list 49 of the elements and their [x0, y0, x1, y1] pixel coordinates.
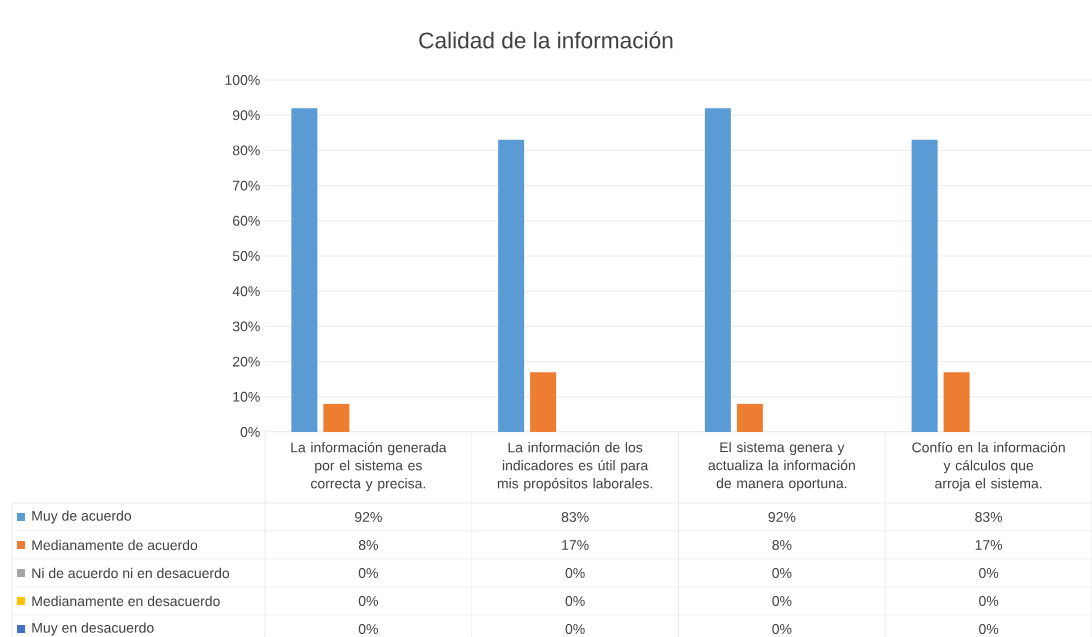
data-label: 0%	[979, 568, 999, 578]
bar	[291, 108, 318, 432]
data-label: 0%	[772, 624, 792, 634]
data-label: 0%	[979, 596, 999, 606]
data-label: 0%	[565, 624, 585, 634]
y-tick-label: 60%	[232, 215, 260, 226]
bar	[498, 139, 525, 432]
y-tick-label: 0%	[240, 427, 260, 437]
data-label: 17%	[975, 540, 1003, 550]
data-label: 0%	[772, 596, 792, 606]
data-label: 0%	[358, 596, 378, 606]
x-tick-label: El sistema genera y actualiza la información de manera oportuna.	[708, 441, 855, 492]
legend-label: Medianamente en desacuerdo	[32, 595, 220, 607]
legend-label: Medianamente de acuerdo	[32, 539, 198, 551]
bar	[530, 372, 557, 432]
legend-label: Ni de acuerdo ni en desacuerdo	[32, 567, 230, 579]
x-tick-label: Confío en la información y cálculos que arroja el sistema.	[912, 441, 1065, 492]
data-label: 0%	[358, 568, 378, 578]
legend-label: Muy de acuerdo	[32, 510, 132, 524]
x-tick-label: La información generada por el sistema es correcta y precisa.	[291, 441, 447, 492]
x-tick-label: La información de los indicadores es útil para mis propósitos laborales.	[497, 441, 653, 492]
bar	[736, 403, 763, 432]
y-tick-label: 40%	[232, 286, 260, 297]
data-label: 0%	[565, 596, 585, 606]
data-label: 0%	[979, 624, 999, 634]
bar	[943, 372, 970, 432]
y-tick-label: 100%	[225, 75, 260, 85]
y-tick-label: 30%	[232, 321, 260, 332]
data-label: 17%	[562, 540, 589, 550]
y-tick-label: 70%	[232, 180, 260, 191]
data-label: 0%	[565, 568, 585, 578]
data-label: 83%	[561, 512, 589, 522]
y-tick-label: 10%	[233, 391, 260, 402]
data-label: 8%	[358, 540, 378, 550]
data-label: 8%	[772, 540, 792, 550]
y-tick-label: 20%	[232, 356, 260, 367]
data-label: 83%	[975, 512, 1003, 522]
y-tick-label: 90%	[232, 110, 260, 121]
y-tick-label: 80%	[232, 145, 260, 156]
y-tick-label: 50%	[232, 251, 260, 261]
data-label: 92%	[768, 512, 796, 522]
bar	[323, 403, 350, 432]
bar	[704, 108, 731, 432]
data-label: 0%	[358, 624, 378, 634]
chart-title: Calidad de la información	[419, 31, 673, 49]
data-label: 0%	[772, 568, 792, 578]
data-label: 92%	[355, 512, 382, 522]
bar	[911, 139, 938, 432]
legend-label: Muy en desacuerdo	[32, 622, 154, 636]
